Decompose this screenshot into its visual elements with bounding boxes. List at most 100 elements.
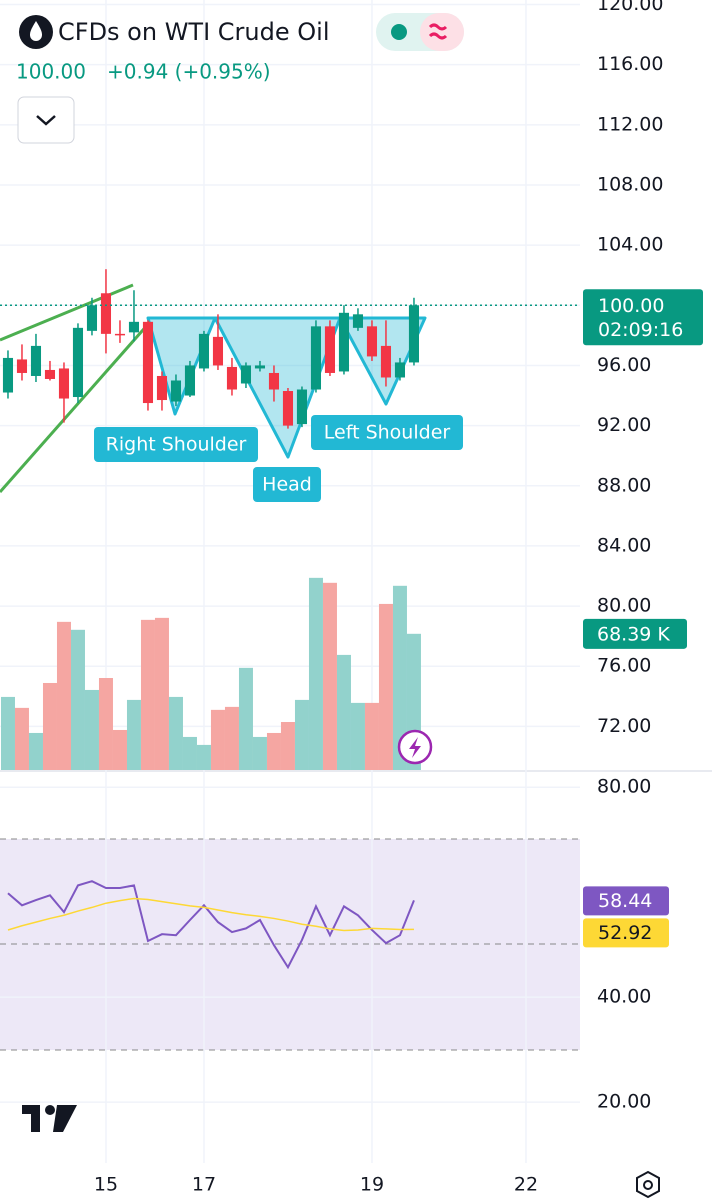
candle-body (58, 368, 70, 399)
volume-bar (392, 585, 407, 770)
candle-body (198, 333, 210, 369)
volume-bar (196, 744, 211, 770)
trend-line (0, 321, 152, 493)
candle-body (142, 321, 154, 404)
candle-body (128, 321, 140, 333)
dropdown-button[interactable] (17, 96, 75, 144)
volume-bar (112, 729, 127, 770)
volume-bar (168, 696, 183, 770)
volume-bar (336, 654, 351, 770)
volume-bar (224, 706, 239, 770)
volume-bar (378, 603, 393, 770)
lightning-icon[interactable] (397, 729, 433, 765)
candle-layer (0, 269, 580, 429)
label-box (253, 467, 321, 502)
candle-body (268, 372, 280, 390)
y-tick-label: 20.00 (597, 1091, 651, 1113)
candle-body (408, 305, 420, 363)
candle-body (86, 305, 98, 331)
candle-body (296, 389, 308, 425)
pattern-labels: Right Shoulder Head Left Shoulder (94, 415, 463, 502)
chevron (36, 115, 56, 126)
candle-body (114, 333, 126, 336)
header: CFDs on WTI Crude Oil 100.00 +0.94 (+0.9… (16, 13, 464, 144)
candle-body (184, 365, 196, 396)
x-tick-label: 15 (94, 1174, 118, 1196)
volume-bar (56, 621, 71, 770)
price-change: +0.94 (+0.95%) (107, 60, 271, 84)
price-label-box (583, 289, 703, 346)
y-tick-label: 104.00 (597, 234, 663, 256)
rsi-line (7, 880, 415, 970)
volume-bar (42, 682, 57, 770)
status-pill-right[interactable] (420, 13, 464, 51)
volume-bar (140, 619, 155, 770)
rsi-layer (7, 880, 415, 970)
label-box (311, 415, 463, 450)
candle-body (366, 326, 378, 357)
logo-part (45, 1105, 55, 1115)
candle-body (310, 326, 322, 390)
symbol-title: CFDs on WTI Crude Oil (58, 18, 330, 46)
annotation: Left Shoulder (324, 422, 451, 444)
logo-part (53, 1105, 77, 1132)
settings-icon[interactable] (636, 1170, 660, 1199)
candle-body (226, 366, 238, 390)
y-tick-label: 72.00 (597, 715, 651, 737)
candle-body (72, 327, 84, 398)
y-tick-label: 88.00 (597, 474, 651, 496)
trend-line (0, 283, 134, 342)
background-layer (0, 770, 712, 1051)
volume-label-box (583, 618, 687, 649)
volume-bar (0, 696, 15, 770)
y-tick-label: 112.00 (597, 113, 663, 135)
volume-bar (294, 699, 309, 770)
candle-body (324, 326, 336, 373)
y-tick-label: 84.00 (597, 534, 651, 556)
y-tick-label: 76.00 (597, 655, 651, 677)
rsi-label: 58.44 (598, 890, 652, 912)
rsi-label-box (583, 886, 669, 916)
volume-bar (364, 702, 379, 770)
y-tick-label: 120.00 (597, 0, 663, 15)
annotation: Head (262, 474, 312, 496)
volume-bar (350, 702, 365, 770)
volume-bar (210, 709, 225, 770)
volume-bar (28, 732, 43, 770)
last-price: 100.00 (16, 60, 86, 84)
candle-body (338, 312, 350, 372)
y-tick-label: 80.00 (597, 595, 651, 617)
volume-bar (182, 736, 197, 770)
volume-bar (14, 707, 29, 770)
volume-bar (252, 736, 267, 770)
x-tick-label: 17 (192, 1174, 216, 1196)
market-open-dot (391, 24, 407, 40)
y-tick-label: 116.00 (597, 53, 663, 75)
candle-body (100, 293, 112, 334)
candle-body (2, 357, 14, 393)
rsi-line (7, 897, 414, 932)
candle-body (394, 362, 406, 378)
lightning-bolt (409, 737, 421, 758)
x-tick-label: 19 (360, 1174, 384, 1196)
y-tick-label: 96.00 (597, 354, 651, 376)
y-tick-label: 92.00 (597, 414, 651, 436)
volume-bar (238, 667, 253, 770)
candle-body (170, 380, 182, 402)
volume-bar (280, 722, 295, 770)
volume-bar (308, 577, 323, 770)
volume-label: 68.39 K (597, 623, 670, 645)
logo-part (22, 1105, 40, 1132)
volume-bar (70, 629, 85, 770)
candle-body (352, 314, 364, 328)
volume-bar (126, 699, 141, 770)
candle-body (212, 336, 224, 366)
candle-body (44, 369, 56, 379)
price-label: 100.00 (598, 295, 664, 317)
y-tick-label: 80.00 (597, 776, 651, 798)
axis-layer: 15 17 19 22 120.00 116.00 112.00 108.00 104.00 10… (94, 0, 703, 1196)
candle-body (156, 375, 168, 401)
rsi-label: 52.92 (598, 922, 652, 944)
candle-body (16, 359, 28, 373)
candle-body (240, 365, 252, 384)
